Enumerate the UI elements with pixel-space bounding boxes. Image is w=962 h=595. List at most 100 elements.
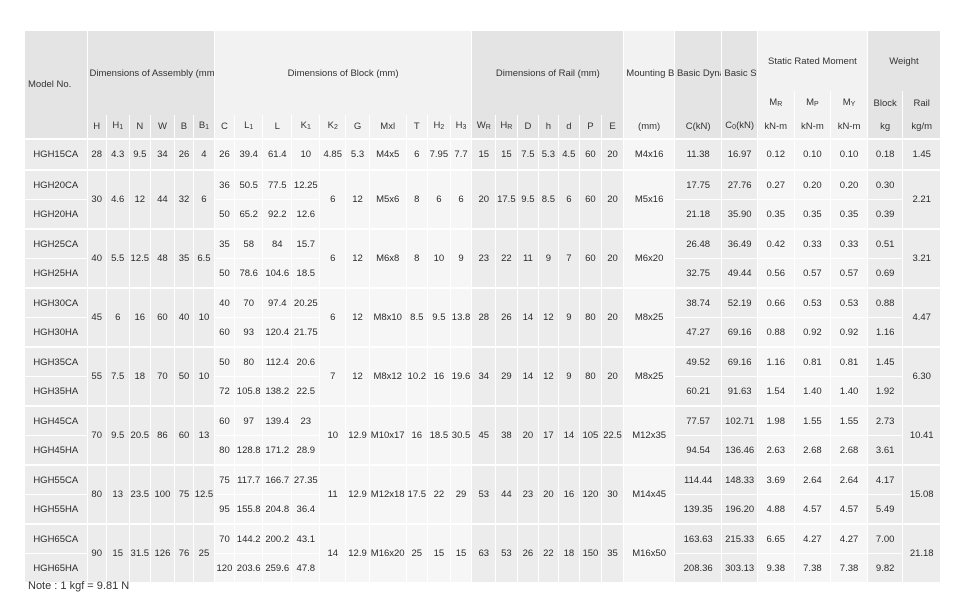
table-row: HGH30CA 45 6 16 60 40 10 40 70 97.4 20.25 6 12 M8x10 8… — [24, 287, 940, 347]
table-row: HGH15CA 28 4.3 9.5 34 26 4 26 39.4 61.4 10 4.85 5.3 M… — [24, 138, 940, 170]
block-weight-cell: 4.17 — [866, 464, 903, 495]
rail-weight-cell: 2.21 — [902, 169, 940, 229]
l-cell: 166.7 — [262, 464, 292, 495]
my-cell: 0.92 — [830, 317, 868, 347]
assembly-cell: 6 — [105, 287, 130, 347]
col-header-mxl: Mxl — [368, 115, 407, 139]
l-cell: 171.2 — [262, 435, 292, 465]
assembly-cell: 50 — [173, 346, 194, 406]
col-header-wr: WR — [471, 115, 496, 139]
dimension-cell: M16x50 — [623, 523, 675, 582]
dimension-cell: 23 — [471, 228, 496, 288]
l-cell: 204.8 — [262, 494, 292, 524]
assembly-cell: 45 — [86, 287, 107, 347]
col-header-hr: HR — [495, 115, 518, 139]
block-weight-cell: 9.82 — [866, 553, 903, 582]
col-header-h: h — [538, 115, 559, 139]
assembly-cell: 70 — [86, 405, 107, 465]
model-header: Model No. — [24, 31, 88, 139]
dimension-cell: 20 — [600, 228, 624, 288]
dimension-cell: 8 — [405, 228, 428, 288]
model-cell: HGH20HA — [24, 199, 88, 229]
model-cell: HGH35CA — [24, 346, 88, 377]
block-weight-cell: 0.39 — [866, 199, 903, 229]
assembly-cell: 31.5 — [128, 523, 151, 582]
static-rating-cell: 36.49 — [721, 228, 758, 259]
my-cell: 1.40 — [830, 376, 868, 406]
l1-cell: 50.5 — [234, 169, 263, 200]
dynamic-rating-cell: 60.21 — [673, 376, 722, 406]
block-weight-cell: 5.49 — [866, 494, 903, 524]
l-cell: 200.2 — [262, 523, 292, 554]
l1-cell: 144.2 — [234, 523, 263, 554]
c-cell: 50 — [213, 199, 235, 229]
mp-cell: 2.64 — [793, 464, 831, 495]
assembly-cell: 75 — [173, 464, 194, 524]
dimension-cell: M10x17 — [368, 405, 407, 465]
assembly-cell: 13 — [105, 464, 130, 524]
assembly-cell: 15 — [105, 523, 130, 582]
assembly-cell: 28 — [86, 138, 107, 170]
block-weight-cell: 1.45 — [866, 346, 903, 377]
my-cell: 0.10 — [830, 138, 868, 170]
static-rating-cell: 303.13 — [721, 553, 758, 582]
dimension-cell: 45 — [471, 405, 496, 465]
dimension-cell: M5x16 — [623, 169, 675, 229]
mounting-header: Mounting Bolt for Rail — [623, 31, 675, 115]
rail-header: Dimensions of Rail (mm) — [471, 31, 624, 115]
dimension-cell: 6 — [319, 169, 346, 229]
dimension-cell: 7.5 — [516, 138, 539, 170]
mr-cell: 0.27 — [756, 169, 795, 200]
dynamic-rating-cell: 139.35 — [673, 494, 722, 524]
model-cell: HGH30HA — [24, 317, 88, 347]
mr-cell: 0.56 — [756, 258, 795, 288]
weight-header: Weight — [866, 31, 940, 91]
mr-cell: 1.16 — [756, 346, 795, 377]
dimension-cell: 7.95 — [427, 138, 451, 170]
block-weight-cell: 0.69 — [866, 258, 903, 288]
dimension-cell: 15 — [495, 138, 518, 170]
assembly-header: Dimensions of Assembly (mm) — [86, 31, 215, 115]
dimension-cell: 17.5 — [405, 464, 428, 524]
dimension-cell: 7.7 — [449, 138, 472, 170]
dimension-cell: 14 — [516, 346, 539, 406]
dynamic-rating-cell: 17.75 — [673, 169, 722, 200]
col-header-d: D — [516, 115, 539, 139]
static-rating-cell: 136.46 — [721, 435, 758, 465]
my-cell: 0.20 — [830, 169, 868, 200]
k1-cell: 28.9 — [291, 435, 320, 465]
model-cell: HGH55HA — [24, 494, 88, 524]
l1-cell: 203.6 — [234, 553, 263, 582]
dimension-cell: 10 — [427, 228, 451, 288]
my-cell: 0.35 — [830, 199, 868, 229]
dimension-cell: M14x45 — [623, 464, 675, 524]
c-unit: C(kN) — [673, 115, 722, 139]
static-rating-cell: 16.97 — [721, 138, 758, 170]
c-cell: 80 — [213, 435, 235, 465]
dimension-cell: M8x25 — [623, 346, 675, 406]
col-header-c: C — [213, 115, 235, 139]
dimension-cell: 4.85 — [319, 138, 346, 170]
c-cell: 26 — [213, 138, 235, 170]
dimension-cell: 20 — [538, 464, 559, 524]
dimension-cell: M8x12 — [368, 346, 407, 406]
rail-weight-cell: 15.08 — [902, 464, 940, 524]
c-cell: 70 — [213, 523, 235, 554]
rail-weight-cell: 4.47 — [902, 287, 940, 347]
assembly-cell: 6.5 — [193, 228, 215, 288]
table-row: HGH20HA 50 65.2 92.2 12.6 21.18 35.90 0.35 0.35 0… — [24, 199, 941, 229]
dimension-cell: 23 — [516, 464, 539, 524]
table-body: HGH15CA 28 4.3 9.5 34 26 4 26 39.4 61.4 10 4.85 5.3 M… — [24, 138, 941, 582]
mp-cell: 0.33 — [793, 228, 831, 259]
table-row: HGH30HA 60 93 120.4 21.75 47.27 69.16 0.88 0.92 0… — [24, 317, 941, 347]
mp-cell: 7.38 — [793, 553, 831, 582]
c-cell: 60 — [213, 405, 235, 436]
col-header-g: G — [345, 115, 370, 139]
mp-cell: 0.35 — [793, 199, 831, 229]
dimension-cell: 12.9 — [345, 405, 370, 465]
dimension-cell: 7 — [319, 346, 346, 406]
note: Note : 1 kgf = 9.81 N — [28, 580, 130, 592]
table-row: HGH45CA 70 9.5 20.5 86 60 13 60 97 139.4 23 10 12.9 M… — [24, 405, 940, 465]
mp-cell: 4.57 — [793, 494, 831, 524]
block-weight-cell: 0.30 — [866, 169, 903, 200]
